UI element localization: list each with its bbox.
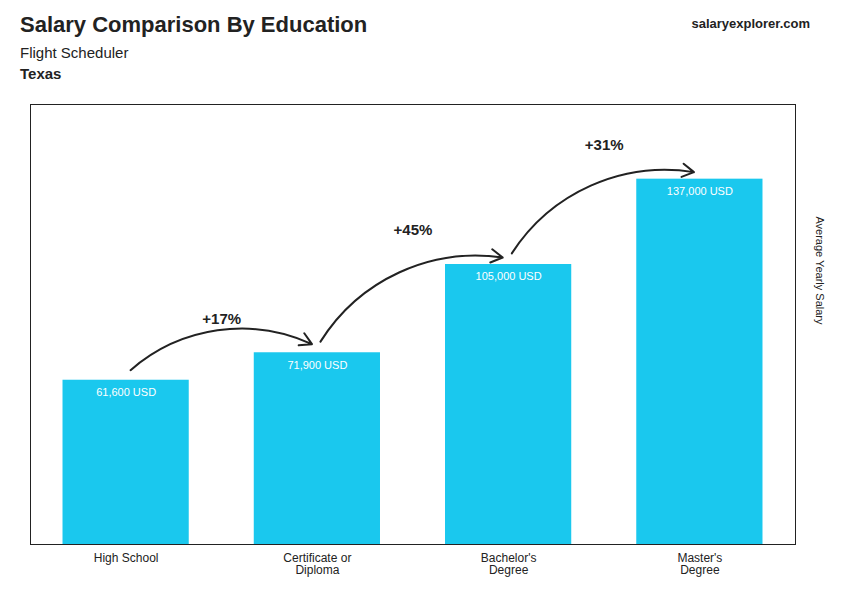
html-text:Flight Scheduler: Flight Scheduler: [20, 44, 129, 61]
html-text:Texas: Texas: [20, 65, 62, 82]
svg-text:137,000 USD: 137,000 USD: [667, 185, 733, 197]
svg-text:Bachelor'sDegree: Bachelor'sDegree: [481, 551, 537, 577]
svg-text:105,000 USD: 105,000 USD: [476, 270, 542, 282]
svg-text:Master'sDegree: Master'sDegree: [677, 551, 722, 577]
svg-text:+31%: +31%: [585, 136, 624, 153]
html-text:Salary Comparison By Education: Salary Comparison By Education: [20, 12, 368, 37]
svg-text:+17%: +17%: [202, 310, 241, 327]
svg-text:+45%: +45%: [394, 221, 433, 238]
svg-text:61,600 USD: 61,600 USD: [96, 386, 156, 398]
svg-text:71,900 USD: 71,900 USD: [287, 359, 347, 371]
html-text:salaryexplorer.com: salaryexplorer.com: [691, 16, 810, 31]
svg-text:Average Yearly Salary: Average Yearly Salary: [814, 216, 826, 325]
svg-text:High School: High School: [94, 551, 159, 565]
svg-text:Certificate orDiploma: Certificate orDiploma: [283, 551, 351, 577]
